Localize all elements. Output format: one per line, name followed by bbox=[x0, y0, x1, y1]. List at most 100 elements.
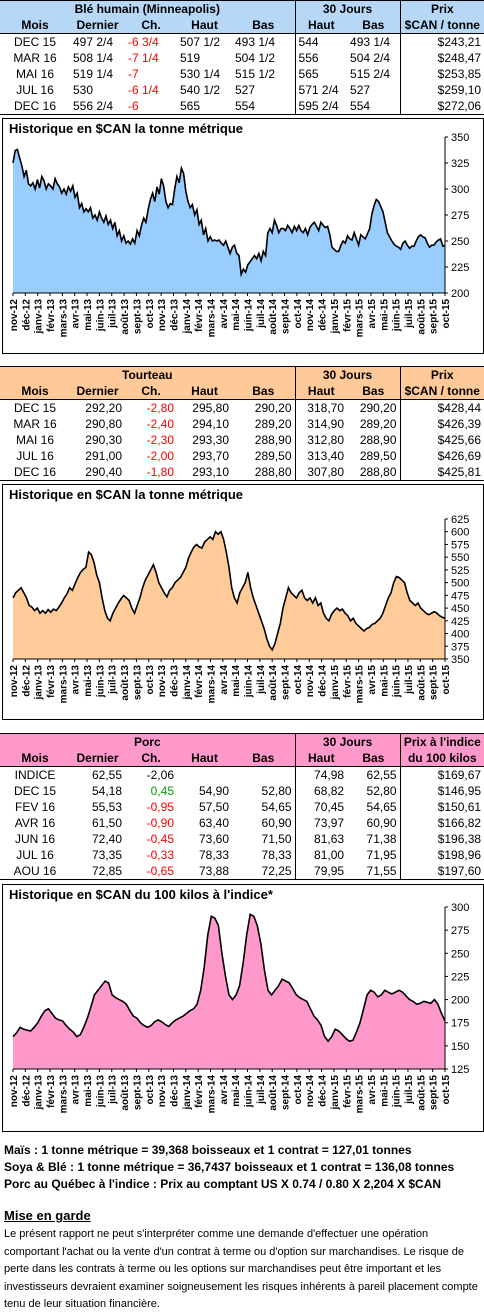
low30-cell: 71,38 bbox=[366, 832, 397, 846]
meal-title: Tourteau bbox=[0, 366, 295, 383]
month-cell: JUL 16 bbox=[16, 848, 54, 862]
x-tick-label: sept-14 bbox=[281, 665, 292, 700]
change-cell: -2,80 bbox=[146, 401, 174, 415]
table-row: DEC 16 290,40 -1,80 293,10 288,80 307,80 288,8… bbox=[0, 464, 484, 481]
x-tick-label: nov-12 bbox=[9, 1075, 20, 1108]
meal-header-row: Tourteau 30 Jours Prix bbox=[0, 366, 484, 383]
price-cell: $259,10 bbox=[399, 82, 484, 98]
table-row: FEV 16 55,53 -0,95 57,50 54,65 70,45 54,65 $150… bbox=[0, 799, 484, 815]
price-cell: $169,67 bbox=[399, 766, 484, 783]
high30-cell: 595 2/4 bbox=[294, 98, 348, 115]
low30-cell: 71,95 bbox=[366, 848, 397, 862]
y-tick-label: 575 bbox=[451, 539, 469, 551]
x-tick-label: janv-15 bbox=[330, 1075, 341, 1111]
x-tick-label: oct-14 bbox=[293, 665, 304, 695]
pork-chart: Historique en $CAN du 100 kilos à l'indi… bbox=[2, 884, 484, 1132]
high30-cell: 556 bbox=[294, 50, 348, 66]
x-tick-label: janv-15 bbox=[330, 299, 341, 335]
x-tick-label: juil-15 bbox=[404, 299, 415, 329]
y-tick-label: 125 bbox=[451, 1064, 469, 1076]
area-fill bbox=[13, 531, 445, 659]
x-tick-label: févr-13 bbox=[46, 665, 57, 698]
x-tick-label: sept-15 bbox=[429, 299, 440, 334]
month-cell: AVR 16 bbox=[14, 816, 56, 830]
low-cell: 54,65 bbox=[261, 800, 292, 814]
low30-cell: 504 2/4 bbox=[350, 51, 391, 65]
low-cell: 290,20 bbox=[254, 401, 292, 415]
last-cell: 291,00 bbox=[85, 449, 122, 463]
x-tick-label: juin-13 bbox=[95, 665, 106, 699]
high30-cell: 79,95 bbox=[294, 863, 348, 880]
x-tick-label: avr-15 bbox=[367, 299, 378, 329]
change-cell: -0,45 bbox=[146, 832, 174, 846]
x-tick-label: oct-15 bbox=[441, 665, 452, 695]
x-tick-label: nov-13 bbox=[157, 665, 168, 698]
x-tick-label: juin-13 bbox=[95, 1075, 106, 1109]
pork-chart-title: Historique en $CAN du 100 kilos à l'indi… bbox=[9, 887, 273, 902]
pork-col-30high: Haut bbox=[294, 750, 348, 767]
x-tick-label: nov-14 bbox=[305, 1075, 316, 1108]
x-tick-label: août-13 bbox=[120, 1075, 131, 1111]
x-tick-label: juil-15 bbox=[404, 1075, 415, 1105]
x-tick-label: août-15 bbox=[416, 1075, 427, 1111]
change-cell: -0,65 bbox=[125, 863, 177, 880]
table-row: MAI 16 519 1/4 -7 530 1/4 515 1/2 565 515 2/4 $… bbox=[0, 66, 484, 82]
conversion-notes: Maïs : 1 tonne métrique = 39,368 boissea… bbox=[4, 1143, 480, 1194]
table-row: DEC 15 497 2/4 -6 3/4 507 1/2 493 1/4 544 493 … bbox=[0, 33, 484, 50]
change-cell: -6 1/4 bbox=[128, 83, 159, 97]
series-line bbox=[12, 148, 446, 278]
y-tick-label: 500 bbox=[451, 578, 469, 590]
meal-col-month: Mois bbox=[0, 383, 70, 400]
month-cell: DEC 15 bbox=[13, 784, 57, 798]
x-tick-label: juil-14 bbox=[256, 1075, 267, 1105]
x-tick-label: mai-13 bbox=[83, 299, 94, 331]
high-cell: 530 1/4 bbox=[180, 67, 221, 81]
series-line bbox=[12, 913, 446, 1043]
high-cell: 54,90 bbox=[198, 784, 229, 798]
table-row: JUN 16 72,40 -0,45 73,60 71,50 81,63 71,38 $196… bbox=[0, 831, 484, 847]
low30-cell: 60,90 bbox=[366, 816, 397, 830]
month-cell: MAR 16 bbox=[13, 51, 57, 65]
y-tick-label: 350 bbox=[451, 654, 469, 666]
meal-price-header-2: $CAN / tonne bbox=[399, 383, 484, 400]
x-tick-label: mars-14 bbox=[206, 665, 217, 704]
low30-cell: 527 bbox=[350, 83, 371, 97]
wheat-col-30low: Bas bbox=[347, 17, 401, 34]
pork-subheader-row: Mois Dernier Ch. Haut Bas Haut Bas du 10… bbox=[0, 750, 484, 767]
high30-cell: 68,82 bbox=[294, 783, 348, 799]
x-tick-label: juin-14 bbox=[244, 299, 255, 333]
last-cell: 519 1/4 bbox=[73, 67, 114, 81]
table-row: MAI 16 290,30 -2,30 293,30 288,90 312,80 288,9… bbox=[0, 432, 484, 448]
high30-cell: 307,80 bbox=[294, 464, 347, 481]
high30-cell: 544 bbox=[294, 33, 348, 50]
x-tick-label: déc-14 bbox=[318, 299, 329, 331]
low-cell: 60,90 bbox=[261, 816, 292, 830]
price-cell: $426,39 bbox=[399, 416, 484, 432]
x-tick-label: mai-14 bbox=[231, 665, 242, 697]
y-tick-label: 475 bbox=[451, 590, 469, 602]
x-tick-label: juin-14 bbox=[244, 665, 255, 699]
x-tick-label: déc-14 bbox=[318, 665, 329, 697]
x-tick-label: févr-14 bbox=[194, 665, 205, 698]
change-cell: 0,45 bbox=[150, 784, 174, 798]
low-cell: 554 bbox=[232, 98, 296, 115]
y-tick-label: 325 bbox=[451, 158, 469, 170]
y-tick-label: 300 bbox=[451, 184, 469, 196]
x-tick-label: oct-14 bbox=[293, 1075, 304, 1105]
x-tick-label: janv-14 bbox=[182, 299, 193, 335]
x-tick-label: mars-14 bbox=[206, 1075, 217, 1114]
change-cell: -0,95 bbox=[146, 800, 174, 814]
x-tick-label: avr-14 bbox=[219, 665, 230, 695]
table-row: DEC 16 556 2/4 -6 565 554 595 2/4 554 $272,06 bbox=[0, 98, 484, 115]
high30-cell: 73,97 bbox=[294, 815, 348, 831]
y-tick-label: 375 bbox=[451, 641, 469, 653]
last-cell: 54,18 bbox=[91, 784, 122, 798]
month-cell: DEC 15 bbox=[13, 401, 57, 415]
x-tick-label: mai-14 bbox=[231, 299, 242, 331]
x-tick-label: mars-14 bbox=[206, 299, 217, 338]
high30-cell: 565 bbox=[294, 66, 348, 82]
low-cell: 288,90 bbox=[254, 433, 292, 447]
pork-quote-table: Porc 30 Jours Prix à l'indice Mois Derni… bbox=[0, 733, 484, 880]
meal-chart-title: Historique en $CAN la tonne métrique bbox=[9, 487, 244, 502]
x-tick-label: déc-12 bbox=[21, 1075, 32, 1107]
